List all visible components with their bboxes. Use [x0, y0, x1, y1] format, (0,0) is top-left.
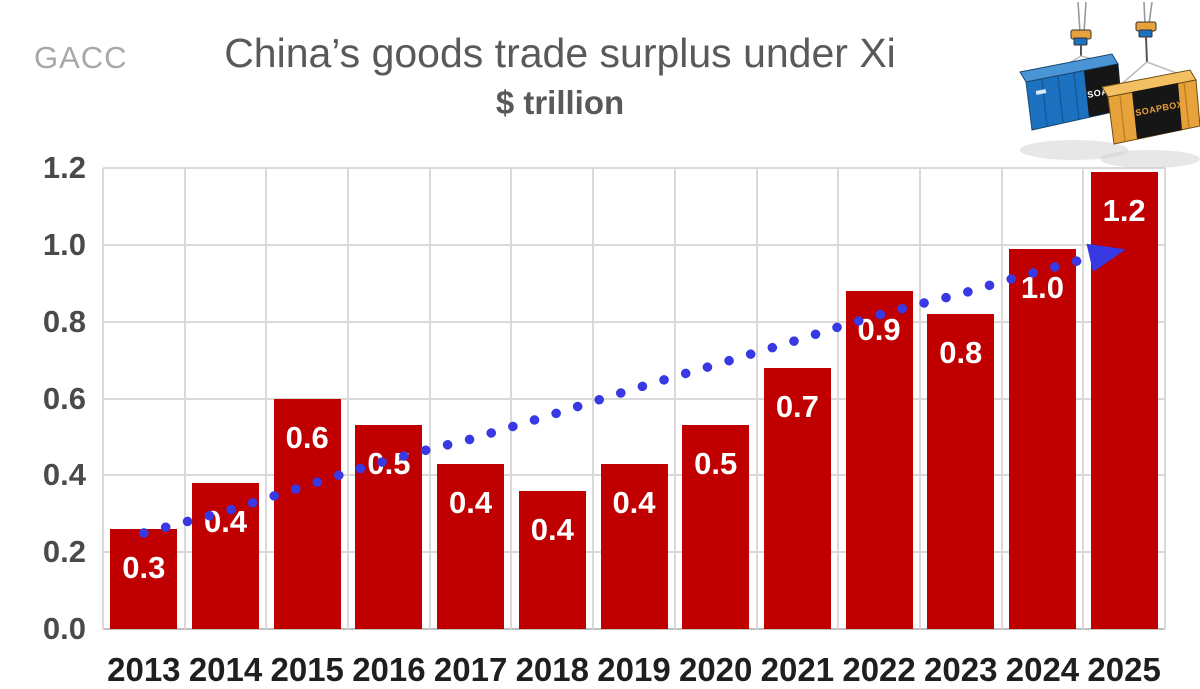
- gridline-vertical: [837, 168, 840, 629]
- gridline-vertical: [183, 168, 186, 629]
- bar-value-label: 0.5: [367, 446, 411, 482]
- container-yellow: SOAPBOX: [1101, 69, 1200, 145]
- chart-title: China’s goods trade surplus under Xi: [224, 30, 896, 76]
- gridline-vertical: [1164, 168, 1166, 629]
- plot-area: 0.3 0.4 0.6 0.5 0.4 0.4 0.4 0.5 0.7 0.9 0.8 1.0 1.2: [102, 167, 1166, 630]
- bar-2013: 0.3: [110, 529, 178, 629]
- y-tick-label: 0.2: [42, 534, 86, 570]
- bar-value-label: 0.6: [285, 419, 329, 455]
- bar-2025: 1.2: [1090, 171, 1158, 629]
- crane-cables: [1077, 2, 1153, 33]
- x-axis-line: [103, 628, 1165, 630]
- bar-value-label: 0.7: [775, 388, 819, 424]
- bar-value-label: 0.4: [530, 511, 574, 547]
- bar-2015: 0.6: [273, 398, 341, 629]
- gridline-vertical: [510, 168, 513, 629]
- bar-2024: 1.0: [1008, 248, 1076, 629]
- source-watermark: GACC: [34, 40, 128, 75]
- chart-canvas: { "header": { "watermark": "GACC", "titl…: [34, 2, 1200, 688]
- bar-value-label: 1.2: [1102, 192, 1146, 228]
- gridline-vertical: [1082, 168, 1085, 629]
- bar-2016: 0.5: [355, 425, 423, 629]
- hoist-block-right: [1109, 21, 1191, 95]
- bar-value-label: 0.9: [857, 311, 901, 347]
- bar-2014: 0.4: [192, 483, 260, 629]
- bar-2020: 0.5: [682, 425, 750, 629]
- shadow-right: [1100, 150, 1200, 168]
- gridline-vertical: [592, 168, 595, 629]
- x-tick-label-2014: 2014: [188, 651, 263, 688]
- bar-2021: 0.7: [763, 367, 831, 629]
- x-tick-label-2013: 2013: [107, 651, 181, 688]
- gridline-vertical: [265, 168, 268, 629]
- gridline-horizontal: [103, 243, 1165, 246]
- y-tick-label: 0.4: [42, 457, 86, 493]
- bar-value-label: 0.4: [449, 484, 493, 520]
- bar-2019: 0.4: [600, 463, 668, 629]
- x-tick-label-2016: 2016: [352, 651, 426, 688]
- x-tick-label-2022: 2022: [842, 651, 916, 688]
- gridline-vertical: [673, 168, 676, 629]
- bar-value-label: 0.8: [939, 334, 983, 370]
- gridline-vertical: [347, 168, 350, 629]
- gridline-horizontal: [103, 167, 1165, 169]
- chart-subtitle: $ trillion: [495, 84, 625, 121]
- x-tick-label-2024: 2024: [1005, 651, 1080, 688]
- y-tick-label: 0.6: [42, 380, 86, 416]
- x-tick-label-2019: 2019: [597, 651, 671, 688]
- bar-value-label: 1.0: [1020, 269, 1064, 305]
- y-tick-label: 1.0: [42, 226, 86, 262]
- containers-illustration: SOAPBOX SOAPBOX: [1019, 2, 1200, 168]
- shadow-left: [1020, 140, 1128, 160]
- gridline-horizontal: [103, 397, 1165, 400]
- x-tick-label-2021: 2021: [760, 651, 835, 688]
- x-tick-label-2020: 2020: [678, 651, 753, 688]
- x-tick-label-2025: 2025: [1087, 651, 1161, 688]
- gridline-vertical: [1000, 168, 1003, 629]
- bar-2018: 0.4: [518, 490, 586, 629]
- x-tick-label-2015: 2015: [270, 651, 344, 688]
- bar-value-label: 0.4: [612, 484, 656, 520]
- gridline-vertical: [918, 168, 921, 629]
- x-tick-label-2018: 2018: [515, 651, 589, 688]
- y-tick-label: 0.0: [42, 611, 86, 646]
- x-tick-label-2023: 2023: [924, 651, 998, 688]
- y-tick-label: 1.2: [42, 150, 86, 185]
- x-tick-label-2017: 2017: [433, 651, 508, 688]
- bar-2017: 0.4: [437, 463, 505, 629]
- bar-value-label: 0.4: [203, 504, 248, 540]
- gridline-horizontal: [103, 320, 1165, 323]
- bar-2022: 0.9: [845, 290, 913, 629]
- bar-value-label: 0.5: [694, 446, 738, 482]
- gridline-vertical: [428, 168, 431, 629]
- gridline-vertical: [755, 168, 758, 629]
- bar-value-label: 0.3: [122, 550, 166, 586]
- gridline-vertical: [102, 168, 104, 629]
- y-tick-label: 0.8: [42, 303, 86, 339]
- bar-2023: 0.8: [927, 313, 995, 629]
